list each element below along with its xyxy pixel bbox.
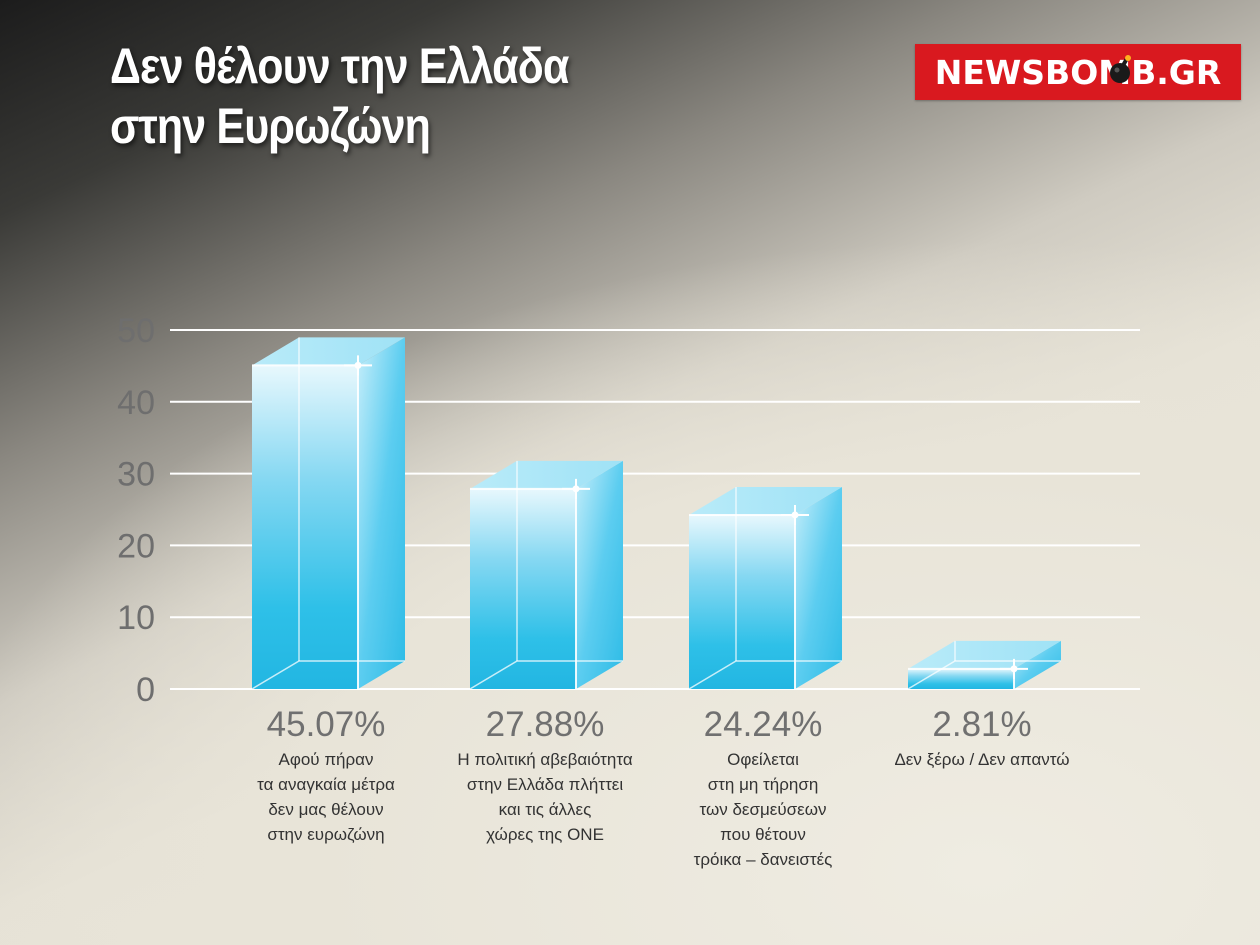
bar-edge <box>469 660 623 690</box>
sparkle-dot <box>1010 665 1018 673</box>
sparkle-dot <box>791 511 799 519</box>
sparkle-dot <box>572 485 580 493</box>
bar <box>251 337 405 690</box>
category-label: Δεν ξέρω / Δεν απαντώ <box>894 750 1069 769</box>
bar-front <box>252 365 358 689</box>
y-tick-label: 0 <box>136 671 155 709</box>
bar-side <box>1014 640 1061 689</box>
title-line-1: Δεν θέλουν την Ελλάδα <box>110 38 569 94</box>
bar-top <box>470 460 623 489</box>
bar-front <box>689 514 795 689</box>
bar-top <box>689 486 842 515</box>
bar-side <box>576 460 623 689</box>
bar <box>688 486 842 690</box>
value-label: 2.81% <box>932 705 1031 744</box>
bar-edge <box>907 660 1061 690</box>
y-tick-label: 30 <box>117 456 155 494</box>
category-label: Οφείλεται στη μη τήρηση των δεσμεύσεων που … <box>694 750 833 869</box>
bomb-icon <box>1109 54 1131 83</box>
bar-edge <box>688 660 842 690</box>
bar-front <box>470 488 576 689</box>
sparkle-dot <box>354 361 362 369</box>
page-title: Δεν θέλουν την Ελλάδα στην Ευρωζώνη <box>110 36 643 156</box>
bar-top <box>252 337 405 366</box>
logo-text: NEWSBOMB.GR <box>934 52 1222 92</box>
y-tick-label: 20 <box>117 527 155 565</box>
value-label: 24.24% <box>704 705 823 744</box>
y-tick-label: 50 <box>117 312 155 350</box>
y-tick-label: 40 <box>117 384 155 422</box>
title-line-2: στην Ευρωζώνη <box>110 98 431 154</box>
bar <box>469 460 623 690</box>
category-label: Η πολιτική αβεβαιότητα στην Ελλάδα πλήττε… <box>457 750 632 844</box>
newsbomb-logo: NEWSBOMB.GR <box>915 44 1241 100</box>
bar-side <box>795 486 842 689</box>
bar <box>907 640 1061 690</box>
category-label: Αφού πήραν τα αναγκαία μέτρα δεν μας θέλου… <box>257 750 395 844</box>
bar-top <box>908 640 1061 669</box>
bar-edge <box>251 660 405 690</box>
y-tick-label: 10 <box>117 599 155 637</box>
value-label: 27.88% <box>486 705 605 744</box>
bar-side <box>358 337 405 689</box>
value-label: 45.07% <box>267 705 386 744</box>
